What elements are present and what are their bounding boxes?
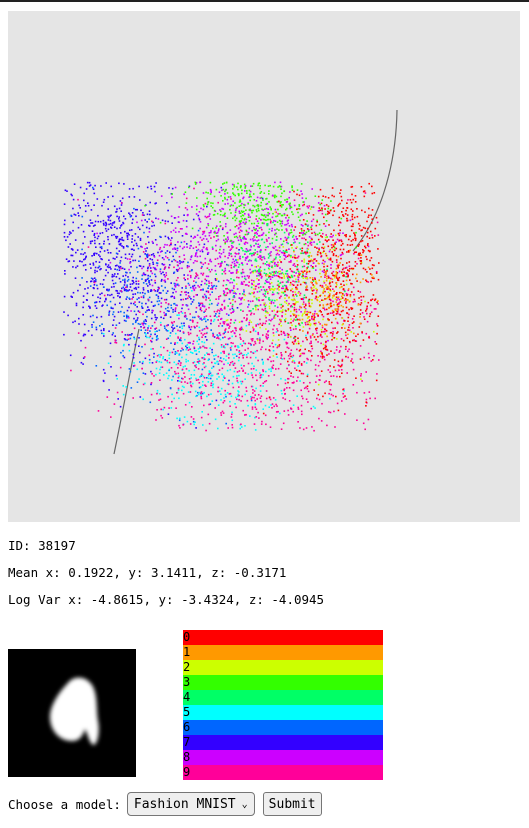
legend-item: 3: [183, 675, 383, 690]
legend-item-label: 4: [183, 690, 191, 704]
decoded-sample-image: [8, 649, 136, 777]
legend-item-label: 1: [183, 645, 191, 659]
legend-item-label: 2: [183, 660, 191, 674]
axis-curve: [113, 328, 140, 455]
model-select[interactable]: Fashion MNIST ⌄: [126, 792, 255, 816]
latent-points: [63, 181, 380, 432]
legend-item: 6: [183, 720, 383, 735]
model-chooser: Choose a model: Fashion MNIST ⌄ Submit: [8, 792, 322, 816]
legend-item-label: 0: [183, 630, 191, 644]
legend-item: 8: [183, 750, 383, 765]
top-rule: [0, 0, 529, 2]
latent-scatter-plot[interactable]: [8, 11, 520, 522]
legend-item-label: 9: [183, 765, 191, 779]
point-logvar: Log Var x: -4.8615, y: -3.4324, z: -4.09…: [8, 592, 325, 607]
legend-item: 1: [183, 645, 383, 660]
point-mean: Mean x: 0.1922, y: 3.1411, z: -0.3171: [8, 565, 287, 580]
legend-item-label: 6: [183, 720, 191, 734]
model-label: Choose a model:: [8, 796, 121, 812]
legend-item-label: 8: [183, 750, 191, 764]
submit-button[interactable]: Submit: [262, 792, 322, 816]
legend-item: 0: [183, 630, 383, 645]
legend-item-label: 7: [183, 735, 191, 749]
legend-item-label: 5: [183, 705, 191, 719]
legend-item: 4: [183, 690, 383, 705]
legend-item: 5: [183, 705, 383, 720]
axis-curve: [352, 109, 398, 252]
chevron-down-icon: ⌄: [241, 798, 248, 810]
point-id: ID: 38197: [8, 538, 76, 553]
legend-item: 7: [183, 735, 383, 750]
model-select-value: Fashion MNIST: [133, 796, 236, 812]
latent-space-3d-view[interactable]: [8, 11, 520, 522]
legend-item-label: 3: [183, 675, 191, 689]
legend-item: 9: [183, 765, 383, 780]
legend-item: 2: [183, 660, 383, 675]
